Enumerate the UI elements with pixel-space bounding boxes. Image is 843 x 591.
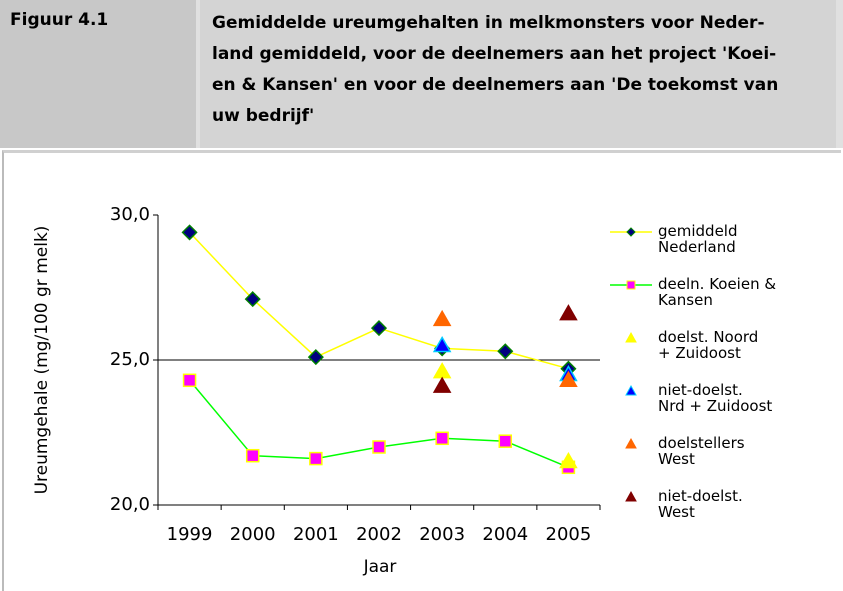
caption-line: en & Kansen' en voor de deelnemers aan '…: [212, 75, 779, 95]
legend-entry: niet-doelst. Nrd + Zuidoost: [658, 381, 773, 415]
marker: [559, 304, 578, 321]
x-axis-label: Jaar: [363, 557, 397, 577]
x-tick-label: 2001: [293, 524, 339, 545]
caption-cell: Gemiddelde ureumgehalten in melkmonsters…: [200, 0, 836, 148]
legend-entry: doelstellers West: [658, 434, 745, 468]
legend-marker: [626, 280, 636, 290]
y-tick-label: 25,0: [110, 349, 150, 370]
x-tick-label: 2002: [356, 524, 402, 545]
legend-marker: [625, 384, 637, 396]
figure-label: Figuur 4.1: [10, 10, 109, 30]
caption-line: uw bedrijf': [212, 106, 315, 126]
marker: [244, 291, 261, 308]
marker: [372, 440, 386, 454]
marker: [498, 434, 513, 448]
legend-marker: [626, 227, 636, 237]
x-tick-label: 2000: [230, 524, 276, 545]
legend-entry: deeln. Koeien & Kansen: [658, 275, 777, 309]
legend-entry: niet-doelst. West: [658, 487, 743, 521]
legend-marker: [625, 437, 637, 449]
y-axis-label: Ureumgehale (mg/100 gr melk): [32, 226, 52, 495]
chart-frame: [2, 150, 841, 591]
caption-line: Gemiddelde ureumgehalten in melkmonsters…: [212, 13, 765, 33]
marker: [435, 431, 449, 446]
marker: [182, 373, 197, 388]
caption-line: land gemiddeld, voor de deelnemers aan h…: [212, 44, 777, 64]
marker: [497, 343, 514, 360]
marker: [245, 448, 260, 463]
marker: [307, 349, 324, 366]
marker: [432, 309, 452, 327]
marker: [559, 370, 578, 388]
x-tick-label: 1999: [167, 524, 213, 545]
x-tick-label: 2003: [419, 524, 465, 545]
marker: [370, 320, 388, 337]
marker: [432, 376, 452, 393]
y-tick-label: 20,0: [110, 494, 150, 515]
legend-entry: gemiddeld Nederland: [658, 222, 738, 256]
marker: [432, 362, 452, 379]
y-tick-label: 30,0: [110, 204, 150, 225]
marker: [309, 451, 323, 466]
marker: [559, 451, 578, 469]
figure-label-cell: Figuur 4.1: [0, 0, 196, 148]
legend-marker: [625, 331, 637, 343]
legend-entry: doelst. Noord + Zuidoost: [658, 328, 759, 362]
legend-marker: [625, 490, 637, 502]
x-tick-label: 2004: [482, 524, 528, 545]
marker: [432, 335, 452, 353]
marker: [181, 224, 198, 241]
x-tick-label: 2005: [546, 524, 592, 545]
header: Figuur 4.1 Gemiddelde ureumgehalten in m…: [0, 0, 843, 148]
